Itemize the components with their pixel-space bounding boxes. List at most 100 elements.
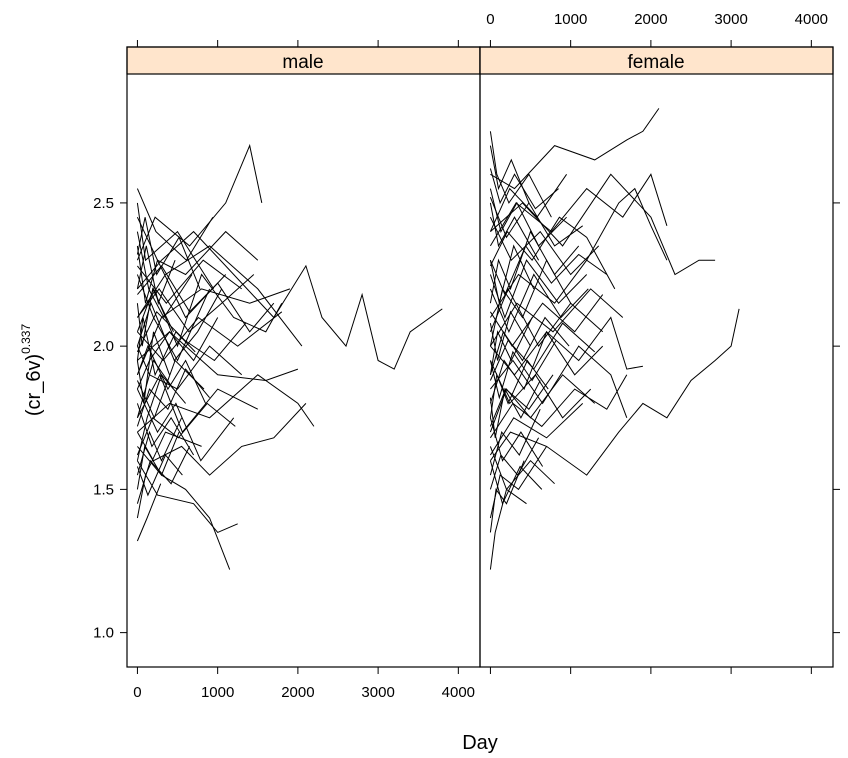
female-series-line-34 [489,288,624,347]
female-series-line-41 [489,359,549,418]
x-tick-label-bottom: 0 [133,684,141,701]
female-series-line-30 [489,374,628,439]
female-series-line-13 [489,188,567,247]
panel-male: male [126,46,481,668]
male-series-line-29 [136,245,176,305]
panel-female-series [489,108,740,570]
male-series-line-34 [136,402,236,456]
male-series-line-2 [136,373,186,461]
female-series-line-20 [490,316,643,376]
female-series-line-15 [489,187,668,318]
female-series-line-11 [489,488,527,570]
x-tick-label-bottom: 3000 [361,684,394,701]
panel-male-frame [126,46,481,668]
male-series-line-41 [137,265,275,333]
female-series-line-5 [489,308,740,476]
female-series-line-42 [489,244,608,296]
male-series-line-6 [136,345,243,390]
female-series-line-25 [489,173,668,247]
male-series-line-19 [136,143,263,261]
male-series-line-35 [137,259,242,304]
y-tick-label: 2.5 [93,195,114,212]
panel-female-frame [479,46,834,668]
female-series-line-19 [489,330,604,404]
panel-male-series [136,143,443,570]
female-series-line-18 [489,131,552,218]
panel-female-strip [479,46,834,75]
male-series-line-36 [136,483,162,542]
male-series-line-18 [136,403,195,456]
panel-male-strip [126,46,481,75]
male-series-line-9 [136,245,227,319]
male-series-line-32 [136,188,214,261]
male-series-line-17 [136,202,215,290]
female-series-line-35 [489,380,541,438]
male-series-line-30 [137,311,283,362]
y-tick-label: 1.0 [93,625,114,642]
male-series-line-15 [136,460,238,534]
male-series-line-5 [137,230,443,370]
female-series-line-3 [490,108,660,190]
female-series-line-21 [489,408,541,476]
female-series-line-23 [489,230,580,304]
male-series-line-40 [136,359,205,420]
x-tick-label-bottom: 4000 [442,684,475,701]
x-tick-label-top: 0 [486,11,494,28]
male-series-line-4 [136,431,202,519]
female-series-line-39 [489,437,540,490]
male-series-line-22 [136,373,259,434]
y-tick-label: 2.0 [93,338,114,355]
female-series-line-28 [489,316,570,375]
male-series-line-28 [136,388,235,462]
female-series-line-8 [490,173,716,276]
male-series-line-12 [136,273,283,348]
male-series-line-37 [137,274,255,333]
x-tick-label-top: 2000 [634,11,667,28]
male-series-line-42 [136,454,183,497]
male-series-line-31 [136,446,191,504]
male-series-line-16 [136,245,303,347]
female-series-line-22 [489,216,600,276]
x-tick-label-bottom: 2000 [281,684,314,701]
y-tick-label: 1.5 [93,481,114,498]
male-series-line-43 [136,310,247,362]
male-series-line-39 [136,217,201,290]
panel-male-strip-label: male [282,52,323,73]
x-tick-label-top: 1000 [554,11,587,28]
panel-female: female [479,46,834,668]
x-tick-label-bottom: 1000 [201,684,234,701]
panel-female-strip-label: female [627,52,684,73]
male-series-line-8 [136,288,291,375]
female-series-line-29 [489,168,559,210]
female-series-line-27 [489,273,589,334]
female-series-line-37 [489,340,557,400]
female-series-line-4 [489,446,548,519]
y-axis-label-base: (cr_6v) [23,354,45,416]
female-series-line-31 [489,310,531,361]
male-series-line-14 [137,446,231,570]
y-axis-label: (cr_6v)0.337 [19,324,45,417]
male-series-line-10 [137,374,315,433]
male-series-line-26 [137,331,299,382]
female-series-line-36 [489,174,568,232]
female-series-line-43 [489,403,584,456]
male-series-line-25 [136,403,307,476]
x-tick-label-top: 4000 [795,11,828,28]
male-series-line-20 [136,344,207,404]
male-series-line-0 [136,317,219,390]
y-axis-label-exponent: 0.337 [19,324,33,354]
female-series-line-32 [489,216,616,290]
male-series-line-13 [136,331,170,404]
female-series-line-7 [489,317,533,375]
female-series-line-10 [489,287,604,348]
x-tick-label-top: 3000 [714,11,747,28]
female-series-line-24 [489,374,554,427]
axes: 0 1000 2000 3000 4000 0 1000 2000 3000 4000 1.0 1.5… [93,11,840,701]
male-series-line-21 [136,287,174,347]
female-series-line-45 [489,322,596,381]
female-series-line-40 [489,294,604,347]
female-series-line-26 [489,460,525,533]
female-series-line-33 [489,460,543,506]
x-axis-label: Day [462,732,498,754]
